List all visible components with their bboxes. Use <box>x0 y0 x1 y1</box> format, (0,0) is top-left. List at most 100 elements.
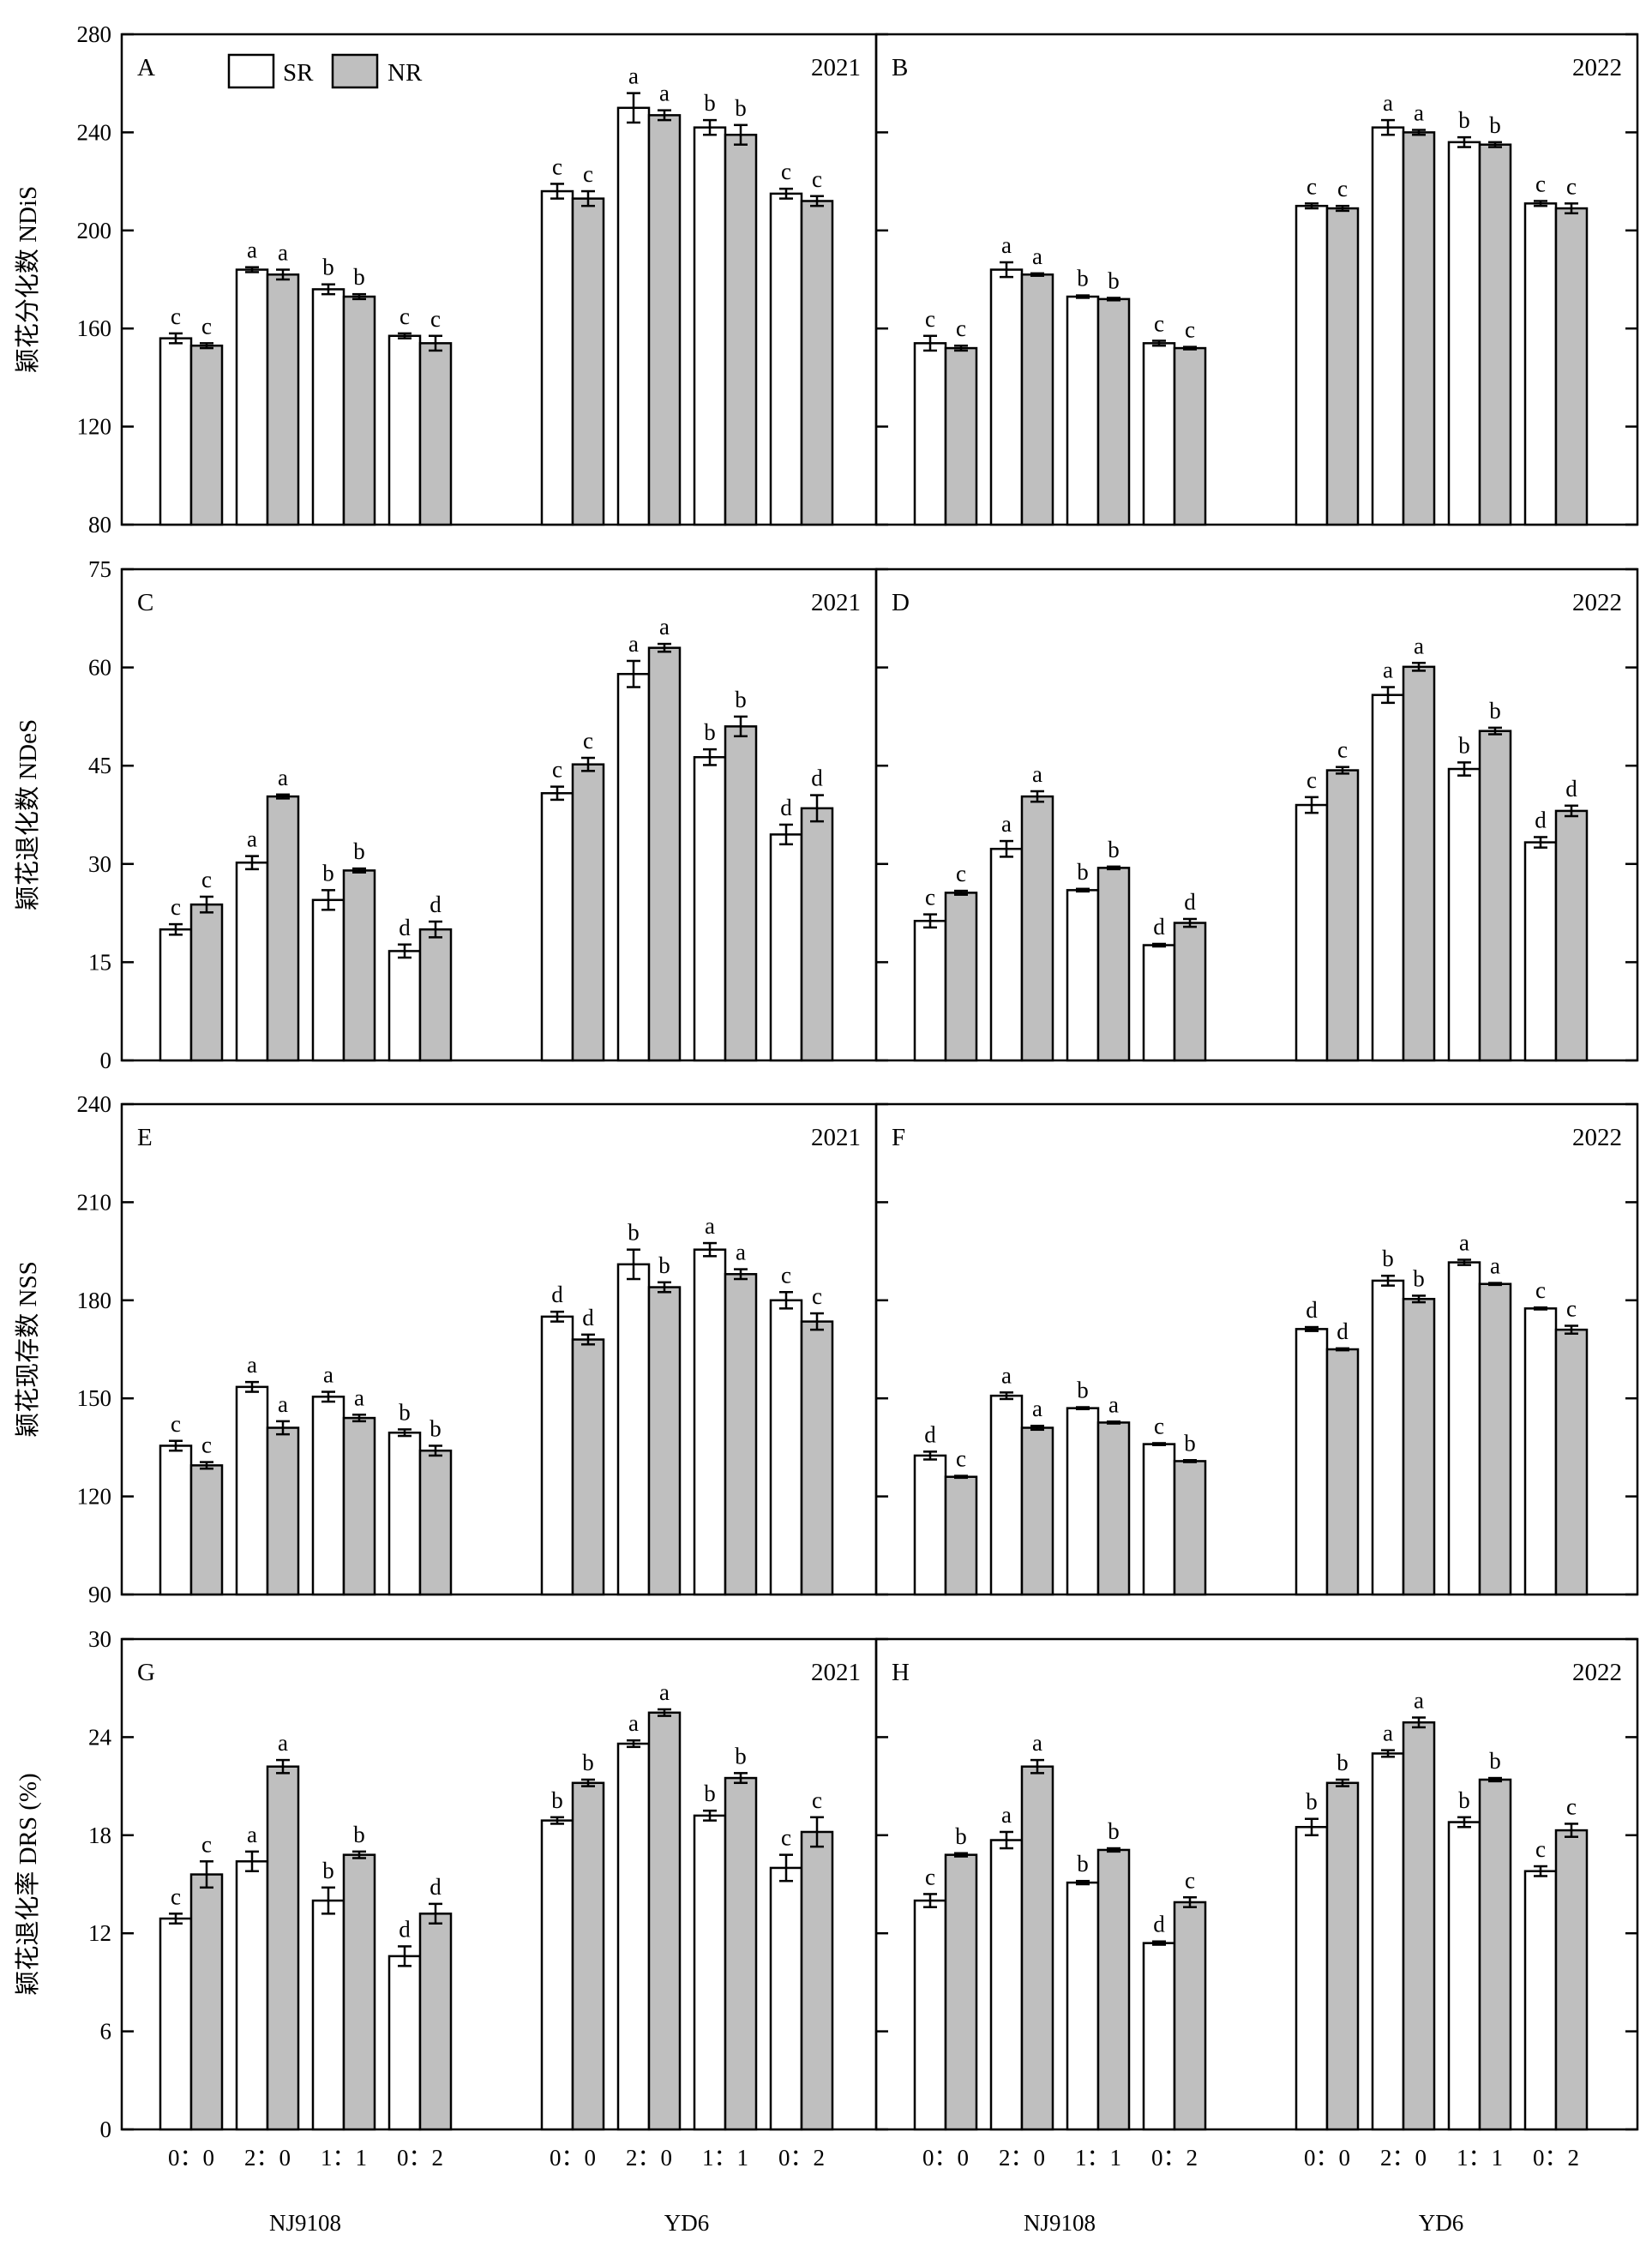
bar-nr <box>266 273 300 526</box>
significance-letter: c <box>1535 1277 1546 1303</box>
significance-letter: c <box>552 757 562 783</box>
bar-sr <box>913 1454 947 1596</box>
significance-letter: c <box>171 894 181 920</box>
bar-sr <box>769 833 803 1062</box>
y-tick-label: 160 <box>77 315 112 341</box>
bar-sr <box>311 1899 345 2131</box>
bar-nr <box>724 134 758 526</box>
year-label: 2021 <box>811 1659 861 1686</box>
year-label: 2022 <box>1572 1659 1622 1686</box>
significance-letter: a <box>659 81 670 106</box>
legend-label-sr: SR <box>283 59 314 87</box>
bar-nr <box>571 763 605 1062</box>
bar-nr <box>647 114 682 526</box>
bar-sr <box>1523 1870 1558 2131</box>
bar-nr <box>342 1853 376 2131</box>
bar-sr <box>235 268 269 526</box>
y-tick-label: 75 <box>88 556 111 582</box>
bar-sr <box>1066 889 1100 1062</box>
significance-letter: c <box>956 861 966 886</box>
year-label: 2021 <box>811 1124 861 1151</box>
bar-nr <box>266 1426 300 1596</box>
bar-nr <box>1325 769 1360 1062</box>
significance-letter: c <box>1154 311 1164 337</box>
significance-letter: a <box>1383 1721 1393 1746</box>
bar-nr <box>944 346 978 526</box>
y-tick-label: 12 <box>88 1920 111 1946</box>
bar-nr <box>189 344 224 526</box>
bar-nr <box>1325 207 1360 526</box>
significance-letter: b <box>735 95 747 121</box>
significance-letter: c <box>201 1831 212 1857</box>
bar-nr <box>418 342 453 526</box>
bar-sr <box>989 1394 1024 1596</box>
x-tick-label: 0：0 <box>550 2145 596 2171</box>
significance-letter: c <box>925 1864 935 1889</box>
significance-letter: b <box>658 1252 670 1278</box>
bar-sr <box>1447 141 1481 526</box>
y-tick-label: 180 <box>77 1288 112 1313</box>
bar-nr <box>571 197 605 526</box>
bar-nr <box>342 1416 376 1596</box>
significance-letter: a <box>1032 243 1042 269</box>
y-tick-label: 280 <box>77 21 112 47</box>
significance-letter: a <box>278 1391 288 1417</box>
bar-sr <box>1371 694 1405 1062</box>
panel-label: C <box>137 589 153 616</box>
bar-sr <box>235 1385 269 1596</box>
legend: SR NR <box>227 53 423 89</box>
bar-sr <box>913 342 947 526</box>
bar-sr <box>1371 1752 1405 2131</box>
significance-letter: c <box>956 315 966 341</box>
panel-label: B <box>892 54 908 81</box>
y-tick-label: 200 <box>77 218 112 243</box>
bar-nr <box>1402 1298 1436 1596</box>
significance-letter: a <box>278 240 288 266</box>
bar-sr <box>235 862 269 1062</box>
bar-nr <box>1402 1721 1436 2131</box>
significance-letter: a <box>1414 633 1424 658</box>
bar-sr <box>1066 1407 1100 1596</box>
significance-letter: b <box>1306 1789 1318 1815</box>
bar-sr <box>311 288 345 526</box>
bar-sr <box>1142 1443 1176 1596</box>
bar-sr <box>616 1263 651 1596</box>
bar-sr <box>1295 204 1329 526</box>
bar-sr <box>540 189 574 526</box>
bar-sr <box>540 792 574 1062</box>
significance-letter: b <box>353 1822 365 1847</box>
significance-letter: d <box>924 1421 936 1447</box>
bar-nr <box>571 1781 605 2131</box>
y-tick-label: 120 <box>77 1484 112 1510</box>
year-label: 2021 <box>811 589 861 616</box>
significance-letter: a <box>628 1710 639 1736</box>
bar-nr <box>800 200 834 526</box>
bar-nr <box>724 1776 758 2131</box>
significance-letter: a <box>1032 761 1042 787</box>
bar-sr <box>1142 342 1176 526</box>
panel-frame <box>874 568 1639 1062</box>
significance-letter: b <box>628 1220 640 1246</box>
panel-label: D <box>892 589 910 616</box>
significance-letter: d <box>1337 1318 1349 1344</box>
significance-letter: a <box>247 1352 257 1378</box>
y-tick-label: 0 <box>100 2117 112 2142</box>
bar-nr <box>1096 1421 1131 1596</box>
significance-letter: a <box>1383 90 1393 116</box>
bar-nr <box>1478 143 1512 526</box>
significance-letter: a <box>1383 658 1393 683</box>
group-label: NJ9108 <box>269 2210 341 2236</box>
significance-letter: c <box>583 728 593 754</box>
y-tick-label: 15 <box>88 949 111 975</box>
bar-nr <box>800 1830 834 2131</box>
bar-sr <box>616 672 651 1062</box>
significance-letter: b <box>735 687 747 712</box>
x-tick-label: 0：2 <box>1533 2145 1579 2171</box>
bar-sr <box>769 1299 803 1596</box>
group-label: YD6 <box>664 2210 710 2236</box>
bar-sr <box>235 1860 269 2131</box>
bar-sr <box>311 1396 345 1596</box>
panel-label: G <box>137 1659 155 1686</box>
